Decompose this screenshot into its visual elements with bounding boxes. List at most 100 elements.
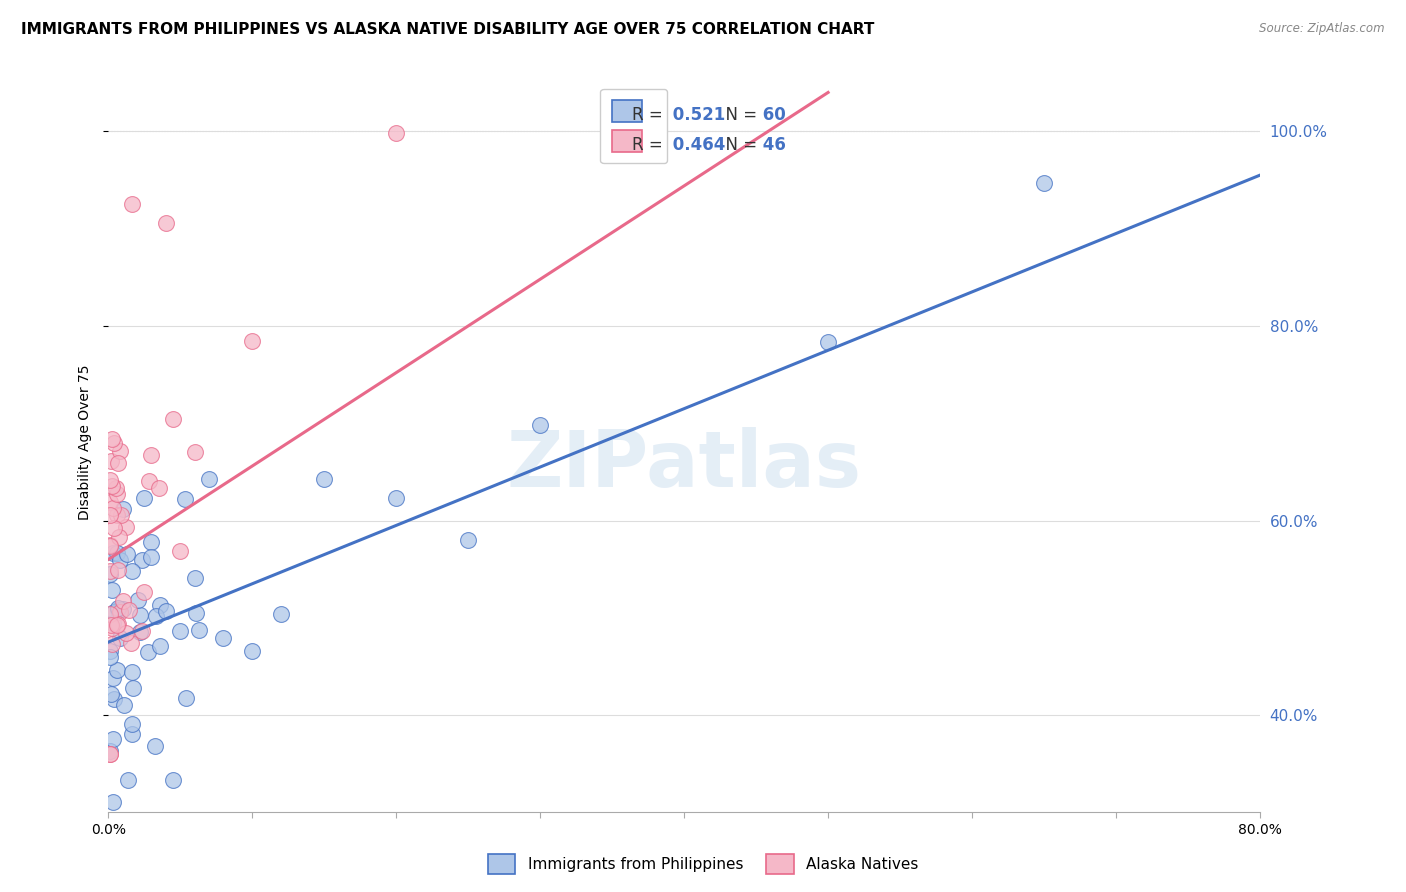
Point [143,739,166,753]
Point [103,500,125,515]
Point [107,601,129,615]
Text: IMMIGRANTS FROM PHILIPPINES VS ALASKA NATIVE DISABILITY AGE OVER 75 CORRELATION : IMMIGRANTS FROM PHILIPPINES VS ALASKA NA… [21,22,875,37]
Point [101,479,124,493]
Point [111,593,134,607]
Point [98,567,121,582]
Point [103,692,125,706]
Point [457,533,479,547]
Point [131,553,153,567]
Text: N =: N = [716,106,762,124]
Point [1033,176,1056,190]
Point [134,585,156,599]
Point [101,796,124,810]
Point [145,608,167,623]
Point [240,334,263,349]
Point [212,632,235,646]
Point [110,605,132,619]
Point [108,553,131,567]
Text: Source: ZipAtlas.com: Source: ZipAtlas.com [1260,22,1385,36]
Text: R =: R = [633,106,668,124]
Text: ZIPatlas: ZIPatlas [506,427,862,503]
Point [101,732,124,747]
Point [385,491,408,506]
Point [98,495,121,509]
Point [115,520,138,534]
Point [107,486,129,500]
Point [183,571,205,585]
Text: 0.464: 0.464 [666,136,725,153]
Point [118,603,141,617]
Point [138,475,160,489]
Point [103,436,125,450]
Point [98,747,121,761]
Legend: , : , [600,88,666,163]
Point [103,671,125,685]
Point [98,649,121,664]
Point [115,547,138,561]
Point [103,546,125,560]
Point [104,481,127,495]
Point [108,443,131,458]
Point [101,616,124,631]
Point [174,691,197,706]
Point [110,632,132,646]
Point [112,501,135,516]
Point [149,598,172,612]
Point [103,606,125,620]
Point [183,445,205,459]
Point [169,624,191,639]
Point [129,608,152,623]
Point [240,643,263,657]
Point [141,448,163,462]
Point [112,698,135,713]
Point [121,665,143,680]
Legend: Immigrants from Philippines, Alaska Natives: Immigrants from Philippines, Alaska Nati… [482,848,924,880]
Point [98,607,121,621]
Point [162,773,184,788]
Point [129,625,152,640]
Point [111,602,134,616]
Point [148,481,170,495]
Point [121,726,143,740]
Point [149,639,172,653]
Point [134,491,156,505]
Point [529,417,551,432]
Point [98,539,121,553]
Point [121,681,143,696]
Point [98,508,121,523]
Y-axis label: Disability Age Over 75: Disability Age Over 75 [79,365,93,520]
Point [127,593,149,607]
Point [817,335,839,350]
Point [107,456,129,470]
Point [198,472,221,486]
Point [138,835,160,849]
Point [174,491,197,506]
Point [385,126,408,140]
Point [98,538,121,552]
Point [107,563,129,577]
Point [131,624,153,638]
Point [121,196,143,211]
Point [101,582,124,597]
Point [98,644,121,658]
Point [107,603,129,617]
Point [136,644,159,658]
Point [155,216,177,230]
Point [103,521,125,535]
Point [101,636,124,650]
Point [100,688,122,702]
Text: 60: 60 [756,106,786,124]
Point [105,508,128,522]
Point [101,621,124,635]
Point [141,549,163,564]
Point [98,564,121,578]
Point [162,412,184,426]
Point [100,618,122,632]
Point [98,747,121,761]
Text: 0.521: 0.521 [666,106,725,124]
Point [98,744,121,758]
Text: R =: R = [633,136,668,153]
Point [98,473,121,487]
Point [121,565,143,579]
Point [100,454,122,468]
